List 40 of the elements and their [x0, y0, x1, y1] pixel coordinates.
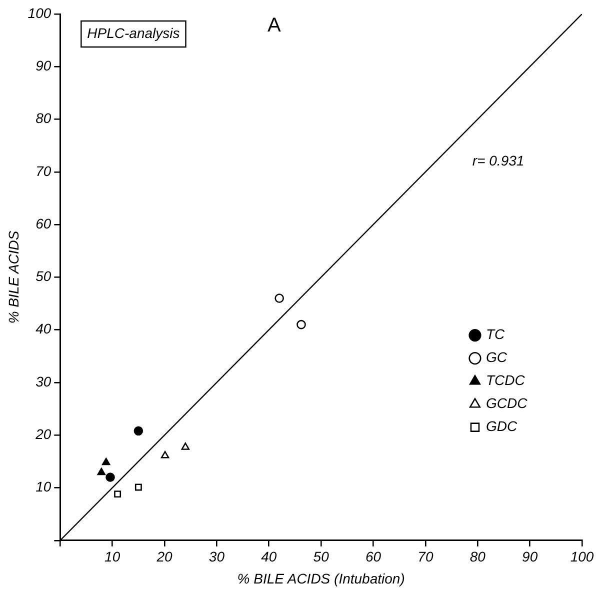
y-tick-label: 80: [36, 110, 52, 126]
x-tick-label: 100: [570, 548, 594, 565]
x-tick-label: 50: [313, 548, 330, 565]
x-tick-label: 90: [522, 548, 538, 565]
point: [134, 484, 142, 491]
y-tick-label: 10: [36, 478, 52, 495]
y-tick-label: 40: [36, 320, 52, 337]
x-tick-label: 10: [104, 548, 120, 565]
y-tick-label: 70: [36, 162, 52, 179]
legend-label: TC: [486, 326, 506, 342]
x-tick-label: 70: [418, 548, 434, 565]
y-tick-label: 90: [36, 58, 52, 74]
y-tick-label: 20: [34, 426, 52, 442]
annotation: HPLC-analysis: [87, 24, 180, 41]
legend-label: TCDC: [486, 372, 526, 388]
point: [106, 472, 115, 482]
point: [114, 490, 122, 498]
y-tick-label: 50: [36, 268, 52, 284]
legend-label: GCDC: [486, 395, 528, 412]
point: [160, 451, 170, 458]
legend-label: GDC: [486, 418, 518, 434]
x-axis-title: % BILE ACIDS (Intubation): [237, 570, 405, 586]
point: [102, 458, 110, 466]
chart-title: A: [267, 14, 282, 37]
x-tick-label: 60: [365, 548, 382, 565]
x-tick-label: 80: [470, 548, 486, 565]
point: [97, 468, 106, 476]
y-axis-title: % BILE ACIDS: [5, 230, 22, 324]
x-tick-label: 20: [156, 548, 173, 565]
point: [134, 426, 144, 436]
point: [274, 294, 284, 303]
y-tick-label: 30: [36, 373, 52, 390]
point: [181, 442, 190, 450]
y-tick-label: 60: [36, 215, 52, 232]
x-tick-label: 40: [261, 548, 277, 565]
x-tick-label: 30: [208, 548, 225, 565]
annotation: r= 0.931: [472, 152, 524, 168]
y-tick-label: 100: [28, 4, 52, 21]
legend-label: GC: [486, 349, 508, 366]
point: [296, 320, 306, 330]
